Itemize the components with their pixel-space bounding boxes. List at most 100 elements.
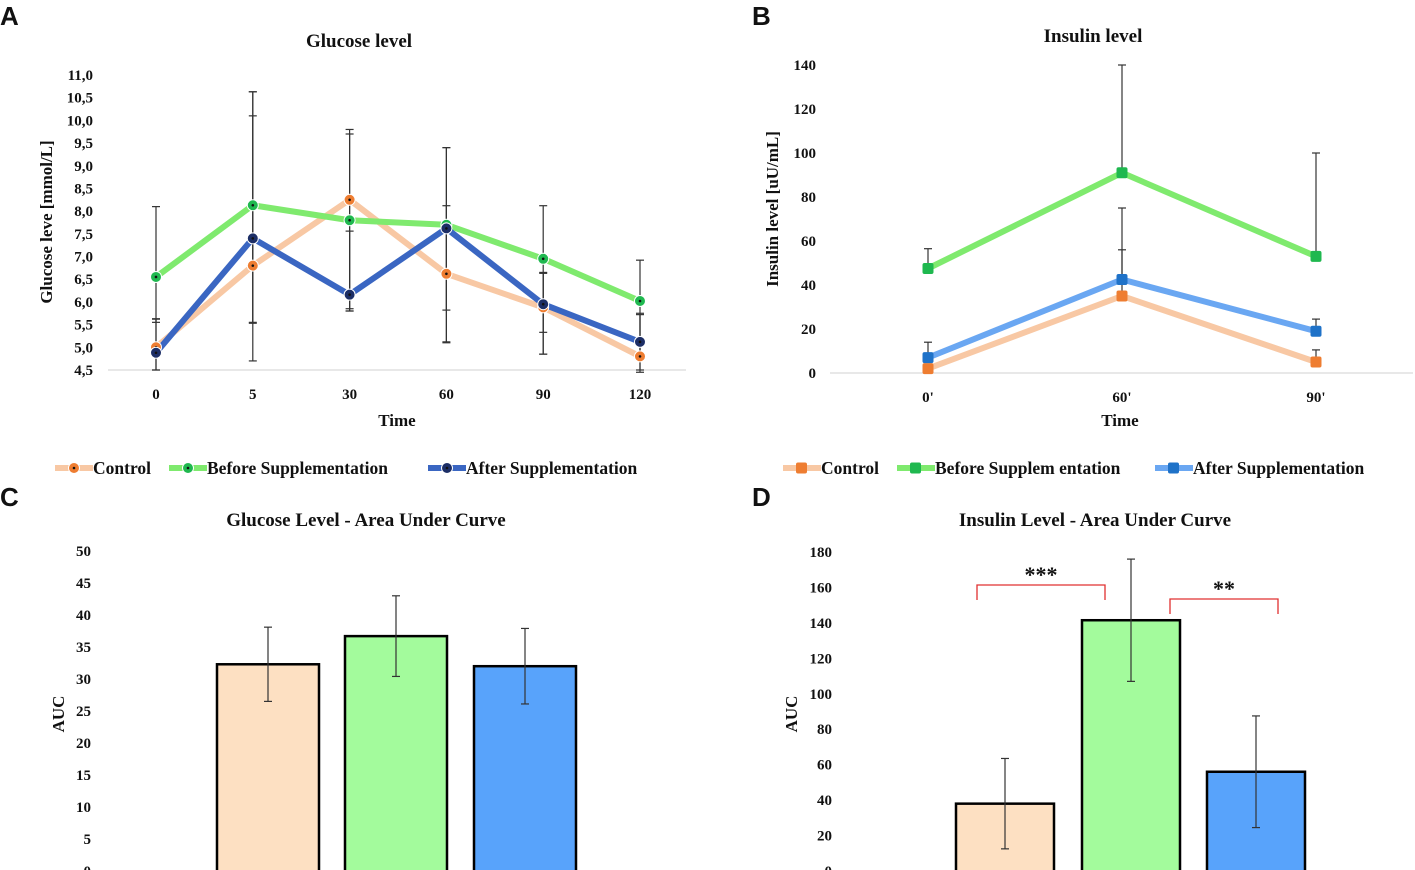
glucose-auc-bar-chart: Glucose Level - Area Under Curve AUC 0 5 1… (49, 510, 578, 870)
x-axis-label: Time (1101, 411, 1139, 430)
panel-label-b: B (752, 1, 771, 31)
legend-label: Control (93, 458, 151, 478)
data-point-center (638, 299, 642, 303)
y-tick-label: 60 (817, 758, 832, 774)
data-point (922, 352, 934, 364)
y-tick-label: 40 (817, 793, 832, 809)
y-tick-label: 9,5 (74, 136, 93, 152)
insulin-line-chart: Insulin level Time Insulin level [uU/mL]… (763, 26, 1413, 478)
x-tick-label: 120 (629, 387, 652, 403)
y-tick-label: 8,5 (74, 181, 93, 197)
legend-label: Control (821, 458, 879, 478)
significance-bracket (1169, 598, 1279, 614)
y-tick-label: 7,0 (74, 250, 93, 266)
data-point (1310, 250, 1322, 262)
y-tick-label: 10 (76, 800, 91, 816)
chart-title: Glucose Level - Area Under Curve (226, 510, 506, 531)
y-tick-label: 11,0 (68, 68, 93, 84)
series-line (153, 202, 643, 305)
y-tick-label: 30 (76, 672, 91, 688)
data-point-center (348, 198, 351, 202)
y-tick-label: 45 (76, 576, 91, 592)
legend-label: Before Supplem entation (935, 458, 1121, 478)
y-tick-label: 5,0 (74, 340, 93, 356)
significance-bracket (976, 584, 1106, 600)
y-tick-label: 6,0 (74, 295, 93, 311)
y-tick-label: 100 (794, 146, 817, 162)
y-tick-label: 10,5 (67, 91, 93, 107)
y-tick-label: 40 (801, 278, 816, 294)
y-tick-label: 5,5 (74, 318, 93, 334)
data-point (922, 263, 934, 274)
y-tick-label: 6,5 (74, 272, 93, 288)
y-axis-label: AUC (782, 696, 801, 733)
legend-swatch-marker (1168, 462, 1179, 474)
x-tick-label: 90' (1306, 390, 1325, 406)
y-tick-label: 10,0 (67, 113, 93, 129)
y-tick-label: 25 (76, 704, 91, 720)
significance-label: *** (1025, 562, 1058, 587)
data-point-center (251, 264, 255, 267)
y-tick-label: 180 (810, 545, 833, 561)
y-tick-label: 20 (817, 829, 832, 845)
significance-label: ** (1213, 576, 1235, 601)
data-point-center (638, 340, 642, 344)
y-tick-label: 140 (794, 58, 817, 74)
y-tick-label: 8,0 (74, 204, 93, 220)
y-tick-label: 120 (810, 651, 833, 667)
data-point (1310, 356, 1322, 368)
series-line (153, 225, 643, 356)
y-tick-label: 0 (825, 864, 833, 870)
y-tick-label: 4,5 (74, 363, 93, 379)
legend-label: After Supplementation (1193, 458, 1365, 478)
x-tick-label: 30 (342, 387, 357, 403)
y-tick-label: 60 (801, 234, 816, 250)
legend-swatch-marker (796, 462, 807, 474)
y-tick-label: 0 (84, 864, 92, 870)
panel-label-a: A (0, 1, 19, 31)
data-point (1116, 290, 1128, 302)
legend-swatch-center (72, 466, 76, 470)
data-point-center (541, 302, 545, 306)
data-point-center (445, 227, 448, 230)
legend-label: Before Supplementation (207, 458, 388, 478)
y-tick-label: 80 (801, 190, 816, 206)
data-point-center (348, 293, 351, 296)
data-point-center (348, 218, 351, 222)
x-tick-label: 0' (922, 390, 934, 406)
series-line (153, 196, 643, 360)
y-tick-label: 80 (817, 722, 832, 738)
x-axis-label: Time (378, 411, 416, 430)
chart-title: Glucose level (306, 31, 412, 52)
panel-label-d: D (752, 482, 771, 512)
data-point (1116, 274, 1128, 285)
y-tick-label: 160 (810, 580, 833, 596)
x-tick-label: 5 (249, 387, 257, 403)
y-axis-label: Glucose leve [mmol/L] (37, 140, 56, 303)
y-tick-label: 50 (76, 544, 91, 560)
data-point-center (251, 203, 255, 207)
data-point-center (154, 275, 158, 279)
y-tick-label: 20 (801, 322, 816, 338)
data-point-center (638, 355, 642, 358)
glucose-line-chart: Glucose level Time Glucose leve [mmol/L]… (37, 31, 686, 478)
data-point-center (445, 272, 448, 276)
x-tick-label: 90 (536, 387, 551, 403)
legend-swatch-center (445, 466, 449, 470)
chart-title: Insulin Level - Area Under Curve (959, 510, 1231, 531)
data-point (1116, 167, 1128, 179)
data-point-center (541, 257, 545, 261)
y-tick-label: 15 (76, 768, 91, 784)
y-axis-label: AUC (49, 696, 68, 733)
y-tick-label: 40 (76, 608, 91, 624)
x-tick-label: 60 (439, 387, 454, 403)
y-tick-label: 100 (810, 687, 833, 703)
y-tick-label: 35 (76, 640, 91, 656)
y-tick-label: 120 (794, 102, 817, 118)
legend-swatch-center (186, 466, 190, 470)
y-tick-label: 0 (809, 366, 817, 382)
panel-label-c: C (0, 482, 19, 512)
y-tick-label: 140 (810, 616, 833, 632)
y-tick-label: 7,5 (74, 227, 93, 243)
